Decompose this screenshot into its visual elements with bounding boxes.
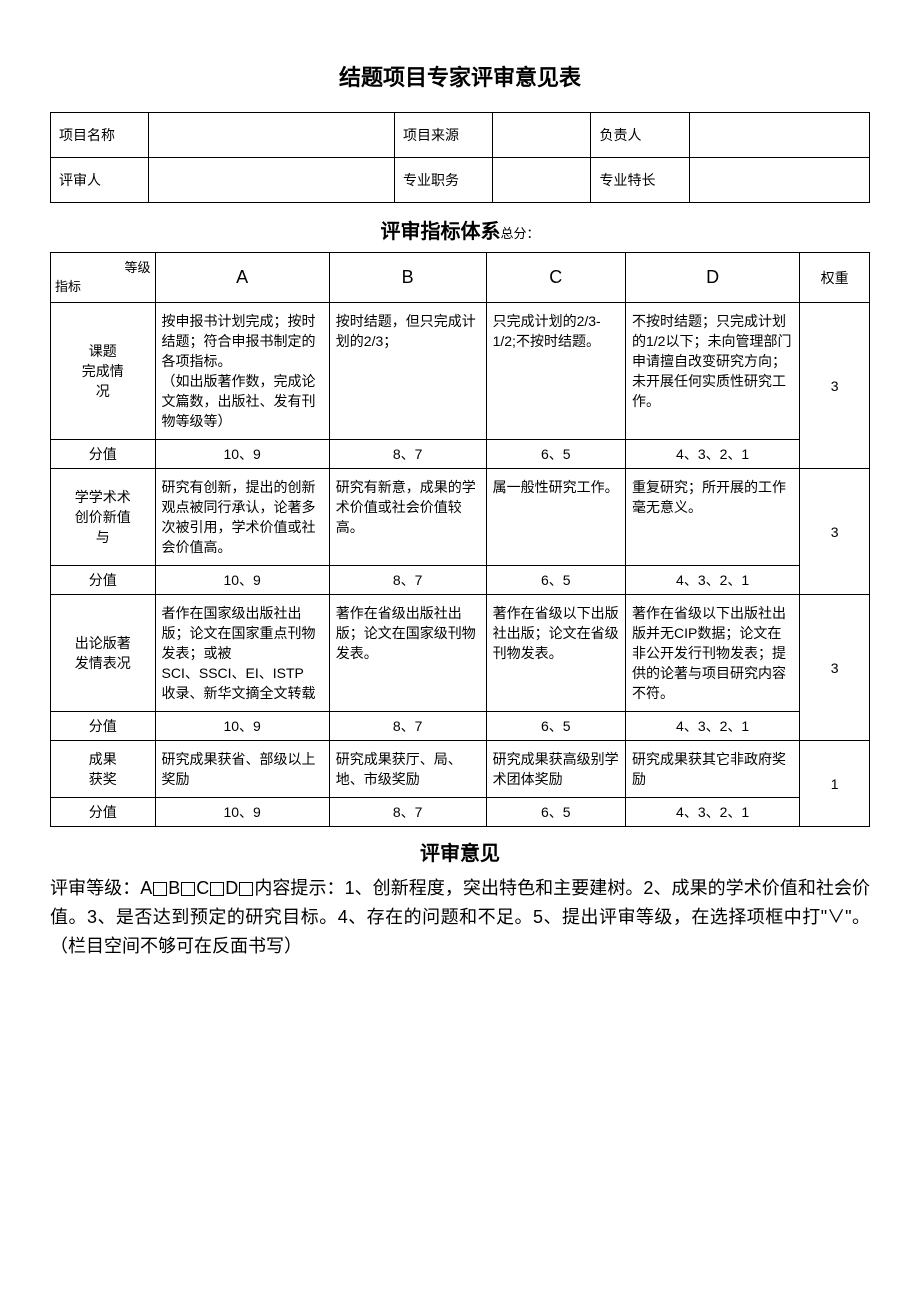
- row2-b: 研究有新意，成果的学术价值或社会价值较高。: [329, 469, 486, 566]
- score-label: 分值: [51, 798, 156, 827]
- row3-label: 出论版著 发情表况: [51, 595, 156, 712]
- row3-score-d: 4、3、2、1: [625, 712, 799, 741]
- grade-c-checkbox[interactable]: [210, 882, 224, 896]
- header-table: 项目名称 项目来源 负责人 评审人 专业职务 专业特长: [50, 112, 870, 203]
- grade-d-header: D: [625, 253, 799, 303]
- grade-a-header: A: [155, 253, 329, 303]
- grade-a-checkbox[interactable]: [153, 882, 167, 896]
- page-title: 结题项目专家评审意见表: [50, 60, 870, 92]
- grade-d-label: D: [225, 878, 238, 898]
- row1-d: 不按时结题；只完成计划的1/2以下；未向管理部门申请擅自改变研究方向；未开展任何…: [625, 303, 799, 440]
- grade-c-header: C: [486, 253, 625, 303]
- row4-weight: 1: [800, 741, 870, 827]
- project-name-value[interactable]: [149, 113, 395, 158]
- row2-score-d: 4、3、2、1: [625, 566, 799, 595]
- criteria-table: 等级 指标 A B C D 权重 课题 完成情 况 按申报书计划完成；按时结题；…: [50, 252, 870, 827]
- title-label: 专业职务: [394, 158, 492, 203]
- row4-b: 研究成果获厅、局、地、市级奖励: [329, 741, 486, 798]
- row2-score-b: 8、7: [329, 566, 486, 595]
- row3-d: 著作在省级以下出版社出版并无CIP数据；论文在非公开发行刊物发表；提供的论著与项…: [625, 595, 799, 712]
- row1-b: 按时结题，但只完成计划的2/3；: [329, 303, 486, 440]
- criteria-row: 出论版著 发情表况 者作在国家级出版社出版；论文在国家重点刊物发表；或被 SCI…: [51, 595, 870, 712]
- hint-prefix: 内容提示：: [254, 878, 344, 898]
- row4-score-d: 4、3、2、1: [625, 798, 799, 827]
- score-label: 分值: [51, 566, 156, 595]
- opinion-text: 评审等级：ABCD内容提示：1、创新程度，突出特色和主要建树。2、成果的学术价值…: [50, 874, 870, 960]
- weight-header: 权重: [800, 253, 870, 303]
- row4-score-b: 8、7: [329, 798, 486, 827]
- row3-score-c: 6、5: [486, 712, 625, 741]
- row1-score-c: 6、5: [486, 440, 625, 469]
- project-name-label: 项目名称: [51, 113, 149, 158]
- grade-b-label: B: [168, 878, 180, 898]
- row2-label: 学学术术 创价新值 与: [51, 469, 156, 566]
- row3-a: 者作在国家级出版社出版；论文在国家重点刊物发表；或被 SCI、SSCI、EI、I…: [155, 595, 329, 712]
- grade-prefix: 评审等级：: [50, 878, 140, 898]
- row1-weight: 3: [800, 303, 870, 469]
- project-source-label: 项目来源: [394, 113, 492, 158]
- row1-a: 按申报书计划完成；按时结题；符合申报书制定的各项指标。 （如出版著作数，完成论文…: [155, 303, 329, 440]
- grade-c-label: C: [196, 878, 209, 898]
- row4-a: 研究成果获省、部级以上奖励: [155, 741, 329, 798]
- title-value[interactable]: [493, 158, 591, 203]
- grade-d-checkbox[interactable]: [239, 882, 253, 896]
- row4-label: 成果 获奖: [51, 741, 156, 798]
- score-row: 分值 10、9 8、7 6、5 4、3、2、1: [51, 712, 870, 741]
- row3-score-b: 8、7: [329, 712, 486, 741]
- row1-score-b: 8、7: [329, 440, 486, 469]
- score-label: 分值: [51, 712, 156, 741]
- row2-d: 重复研究；所开展的工作毫无意义。: [625, 469, 799, 566]
- row2-weight: 3: [800, 469, 870, 595]
- specialty-label: 专业特长: [591, 158, 689, 203]
- row4-c: 研究成果获高级别学术团体奖励: [486, 741, 625, 798]
- reviewer-value[interactable]: [149, 158, 395, 203]
- row3-c: 著作在省级以下出版社出版；论文在省级刊物发表。: [486, 595, 625, 712]
- score-label: 分值: [51, 440, 156, 469]
- row1-label: 课题 完成情 况: [51, 303, 156, 440]
- row4-d: 研究成果获其它非政府奖励: [625, 741, 799, 798]
- score-row: 分值 10、9 8、7 6、5 4、3、2、1: [51, 798, 870, 827]
- criteria-section-title: 评审指标体系总分：: [50, 215, 870, 244]
- row2-a: 研究有创新，提出的创新观点被同行承认，论著多次被引用，学术价值或社会价值高。: [155, 469, 329, 566]
- diagonal-header: 等级 指标: [51, 253, 156, 303]
- row3-weight: 3: [800, 595, 870, 741]
- row2-score-a: 10、9: [155, 566, 329, 595]
- reviewer-label: 评审人: [51, 158, 149, 203]
- row1-score-d: 4、3、2、1: [625, 440, 799, 469]
- criteria-row: 成果 获奖 研究成果获省、部级以上奖励 研究成果获厅、局、地、市级奖励 研究成果…: [51, 741, 870, 798]
- row1-score-a: 10、9: [155, 440, 329, 469]
- opinion-title: 评审意见: [50, 837, 870, 866]
- row2-score-c: 6、5: [486, 566, 625, 595]
- row3-b: 著作在省级出版社出版；论文在国家级刊物发表。: [329, 595, 486, 712]
- row2-c: 属一般性研究工作。: [486, 469, 625, 566]
- criteria-row: 课题 完成情 况 按申报书计划完成；按时结题；符合申报书制定的各项指标。 （如出…: [51, 303, 870, 440]
- grade-a-label: A: [140, 878, 152, 898]
- grade-b-header: B: [329, 253, 486, 303]
- row4-score-c: 6、5: [486, 798, 625, 827]
- project-source-value[interactable]: [493, 113, 591, 158]
- specialty-value[interactable]: [689, 158, 869, 203]
- criteria-row: 学学术术 创价新值 与 研究有创新，提出的创新观点被同行承认，论著多次被引用，学…: [51, 469, 870, 566]
- leader-label: 负责人: [591, 113, 689, 158]
- row4-score-a: 10、9: [155, 798, 329, 827]
- leader-value[interactable]: [689, 113, 869, 158]
- score-row: 分值 10、9 8、7 6、5 4、3、2、1: [51, 566, 870, 595]
- row3-score-a: 10、9: [155, 712, 329, 741]
- score-row: 分值 10、9 8、7 6、5 4、3、2、1: [51, 440, 870, 469]
- row1-c: 只完成计划的2/3-1/2;不按时结题。: [486, 303, 625, 440]
- grade-b-checkbox[interactable]: [181, 882, 195, 896]
